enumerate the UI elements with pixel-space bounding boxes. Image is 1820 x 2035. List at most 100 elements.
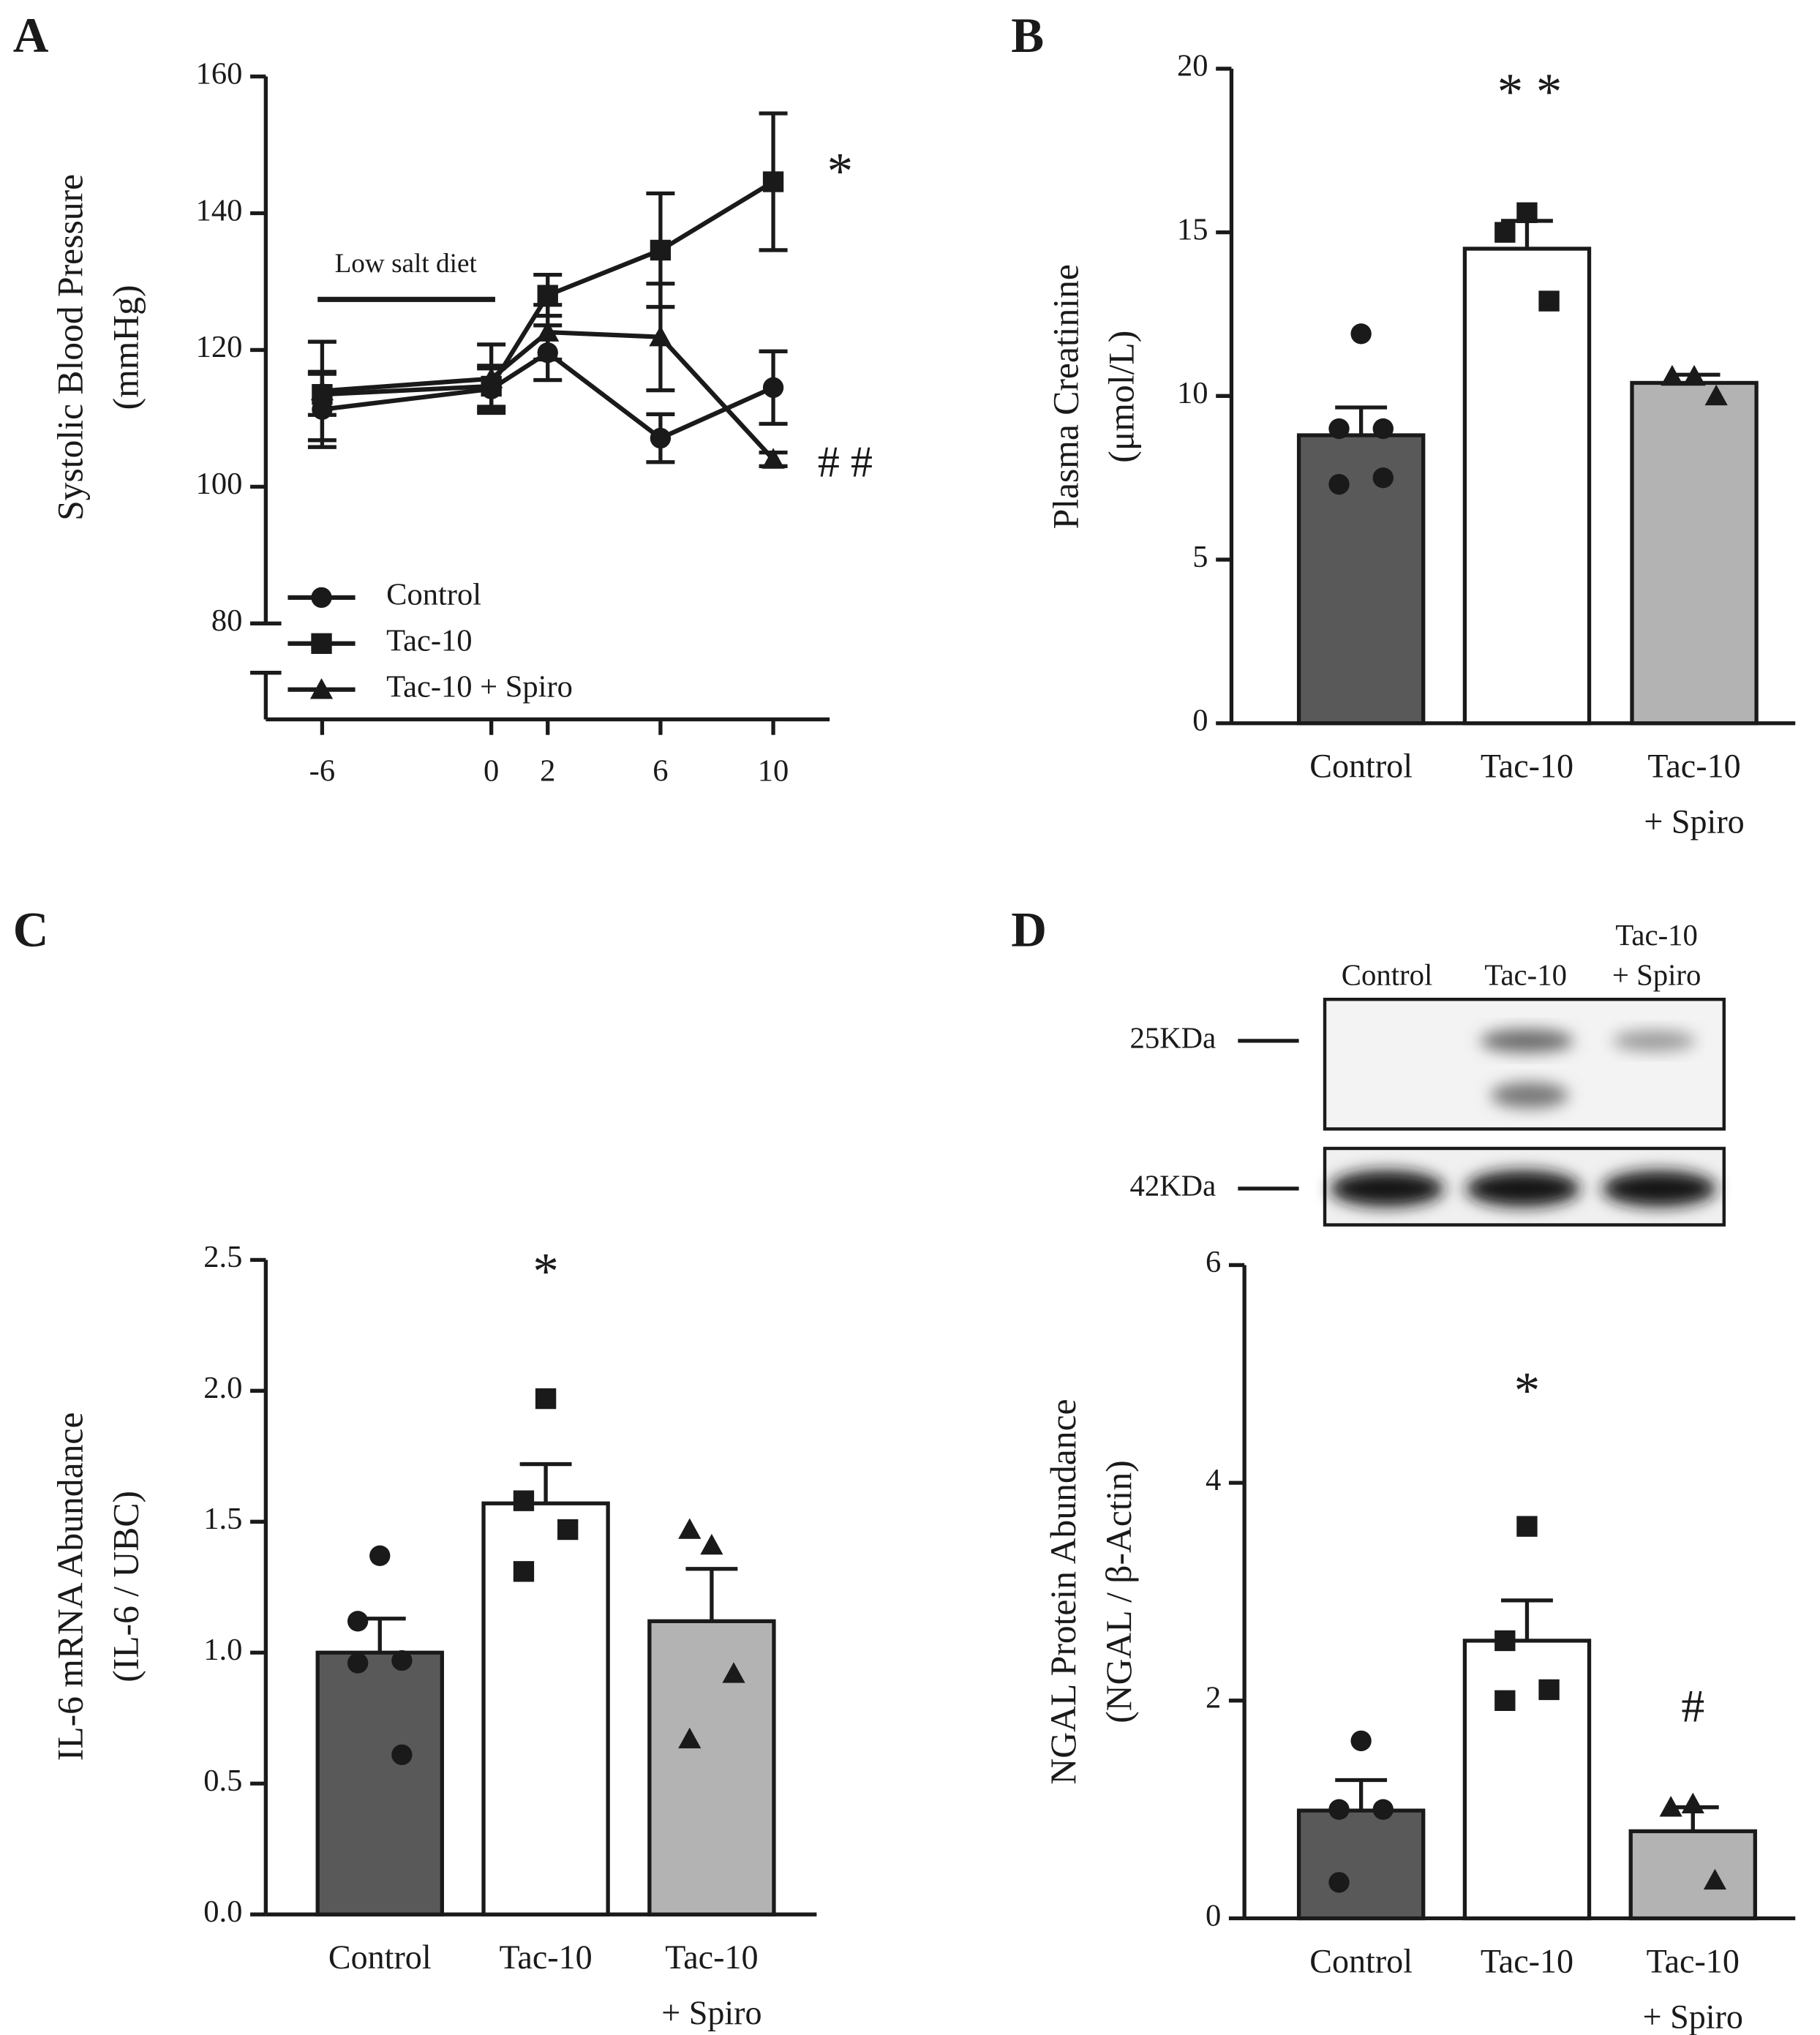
y-tick-label: 2.5: [203, 1240, 242, 1274]
bar: [1628, 1829, 1757, 1921]
blot-band: [1466, 1170, 1581, 1207]
y-axis-label: (mmHg): [106, 285, 146, 410]
x-tick-label-line: + Spiro: [1644, 803, 1744, 840]
x-tick-label: 0: [484, 754, 499, 789]
point: [537, 285, 558, 306]
y-tick-label: 0.5: [203, 1764, 242, 1798]
point: [369, 1545, 391, 1567]
point: [1328, 1872, 1350, 1893]
x-tick-label-line: Tac-10: [1647, 747, 1740, 784]
point: [1494, 222, 1516, 243]
y-tick-label: 140: [196, 193, 243, 227]
point: [1704, 384, 1728, 406]
blot-ngal: [1323, 997, 1726, 1131]
y-tick-label: 15: [1177, 212, 1208, 247]
annotation: * *: [1497, 64, 1563, 121]
blot-band: [1330, 1170, 1445, 1207]
x-tick-label: Tac-10: [1481, 747, 1573, 784]
lane-label: Tac-10: [1484, 959, 1567, 992]
point: [762, 171, 784, 192]
point: [1703, 1868, 1726, 1890]
y-tick-label: 1.0: [203, 1633, 242, 1667]
legend-label: Tac-10 + Spiro: [386, 669, 573, 704]
x-tick-label-line: Tac-10: [1481, 1942, 1573, 1979]
y-tick-label: 0: [1206, 1898, 1221, 1933]
point: [1328, 473, 1350, 495]
point: [1538, 1679, 1560, 1701]
x-tick-label: Control: [1309, 747, 1413, 784]
bar: [481, 1501, 610, 1916]
x-tick-label: -6: [309, 754, 335, 789]
point: [1516, 1516, 1538, 1537]
point: [1681, 1792, 1704, 1813]
y-axis-label: (IL-6 / UBC): [106, 1491, 146, 1682]
point: [722, 1662, 745, 1683]
point: [1538, 290, 1560, 312]
bar: [315, 1650, 444, 1916]
y-axis-label: (μmol/L): [1102, 331, 1142, 463]
point: [480, 367, 503, 388]
y-axis-label: Systolic Blood Pressure: [50, 174, 90, 521]
x-tick-label-line: Control: [1309, 1942, 1413, 1979]
x-tick-label: Tac-10: [1481, 1942, 1573, 1979]
y-axis-label: (NGAL / β-Actin): [1099, 1460, 1139, 1723]
x-tick-label: Control: [328, 1938, 432, 1976]
point: [649, 326, 672, 347]
error-bar: [1335, 1778, 1388, 1811]
annotation: *: [533, 1244, 558, 1301]
error-bar: [1501, 1598, 1553, 1641]
annotation: *: [827, 143, 853, 200]
error-bar: [519, 1462, 572, 1504]
bar: [1462, 247, 1592, 726]
point: [650, 427, 672, 449]
x-tick-label: 6: [653, 754, 668, 789]
y-tick-label: 1.5: [203, 1502, 242, 1536]
x-tick-label-line: Tac-10: [499, 1938, 592, 1976]
x-tick-label-line: Tac-10: [1481, 747, 1573, 784]
x-tick-label-line: Control: [1309, 747, 1413, 784]
x-tick-label: 10: [758, 754, 789, 789]
y-tick-label: 20: [1177, 49, 1208, 83]
y-tick-label: 6: [1206, 1245, 1221, 1279]
legend-marker: [309, 678, 334, 699]
blot-band: [1480, 1028, 1574, 1053]
point: [391, 1744, 413, 1766]
y-tick-label: 2.0: [203, 1371, 242, 1405]
x-tick-label: Tac-10 + Spiro: [1644, 747, 1744, 840]
point: [347, 1652, 369, 1674]
blot-band: [1490, 1082, 1569, 1109]
x-tick-label: Tac-10: [499, 1938, 592, 1976]
point: [513, 1490, 535, 1511]
x-tick-label: Control: [1309, 1942, 1413, 1979]
point: [650, 239, 672, 261]
annotation: Low salt diet: [335, 249, 478, 279]
x-tick-label-line: Control: [328, 1938, 432, 1976]
bar: [1296, 1808, 1426, 1921]
annotation: #: [1681, 1680, 1704, 1732]
bar: [1296, 433, 1426, 726]
y-tick-label: 100: [196, 467, 243, 501]
point: [557, 1519, 579, 1541]
blot-band: [1612, 1030, 1696, 1052]
point: [1328, 1799, 1350, 1820]
point: [1372, 467, 1394, 489]
point: [1350, 1730, 1372, 1752]
panel-letter: B: [1011, 8, 1044, 63]
y-tick-label: 160: [196, 56, 243, 91]
y-tick-label: 0: [1192, 704, 1208, 738]
size-marker: 25KDa: [1129, 1021, 1216, 1054]
point: [1372, 1799, 1394, 1820]
y-tick-label: 10: [1177, 376, 1208, 410]
panel-letter: C: [13, 903, 49, 958]
legend-marker: [311, 587, 332, 609]
point: [762, 377, 784, 399]
point: [678, 1518, 702, 1539]
lane-label: + Spiro: [1612, 959, 1701, 992]
annotation: *: [1514, 1363, 1540, 1420]
point: [1516, 202, 1538, 223]
point: [310, 379, 334, 401]
legend-marker: [311, 633, 332, 654]
lane-label: Control: [1342, 959, 1433, 992]
x-tick-label: Tac-10 + Spiro: [1643, 1942, 1743, 2035]
